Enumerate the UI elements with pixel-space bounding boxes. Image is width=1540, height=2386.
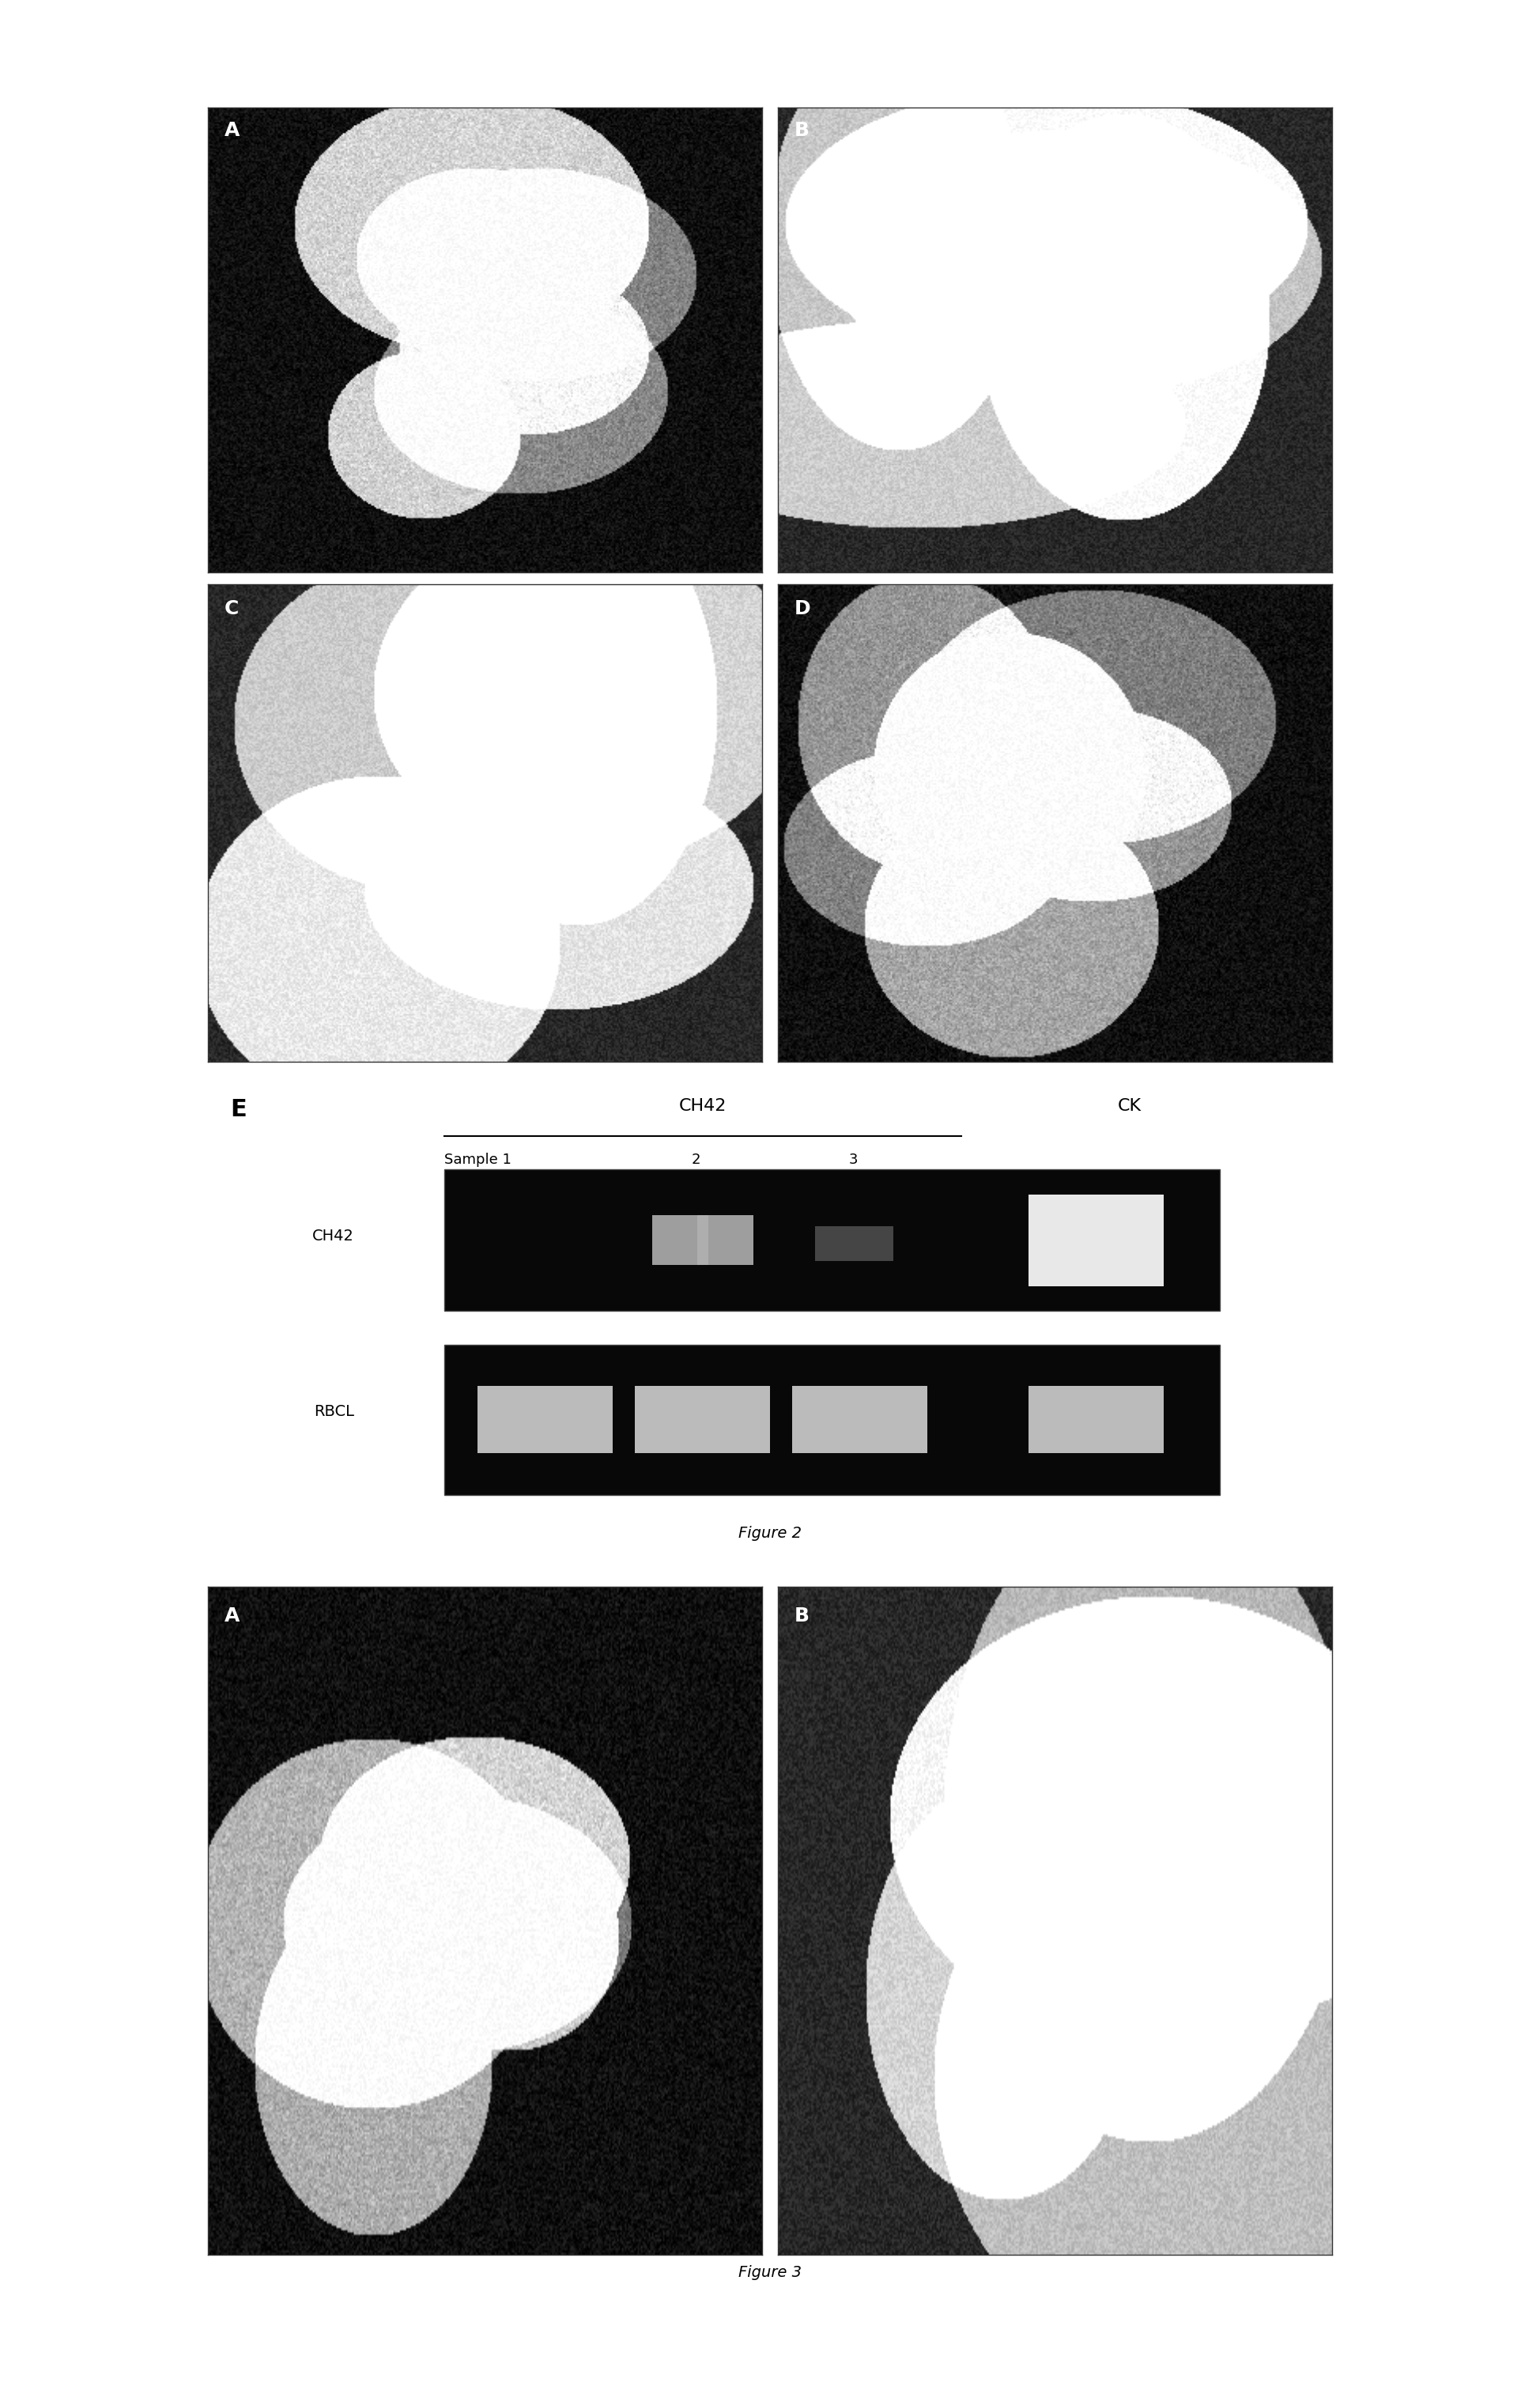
Bar [815,1226,893,1260]
Text: Figure 2: Figure 2 [738,1525,802,1541]
Text: CH42: CH42 [679,1098,727,1114]
Text: B: B [795,1606,810,1625]
Text: 3: 3 [849,1152,858,1167]
Bar [444,1169,1220,1310]
Text: Figure 3: Figure 3 [738,2264,802,2281]
Bar [634,1386,770,1453]
Text: E: E [231,1098,246,1121]
Text: 2: 2 [691,1152,701,1167]
Bar [477,1386,613,1453]
Text: RBCL: RBCL [314,1403,354,1420]
Text: B: B [795,122,810,141]
Bar [1029,1193,1164,1286]
Bar [444,1343,1220,1494]
Bar [793,1386,927,1453]
Bar [1029,1386,1164,1453]
Text: C: C [225,599,239,618]
Text: A: A [225,1606,240,1625]
Bar [651,1214,708,1265]
Text: Sample 1: Sample 1 [444,1152,511,1167]
Text: CK: CK [1118,1098,1141,1114]
Text: D: D [795,599,810,618]
Text: CH42: CH42 [313,1229,354,1243]
Bar [698,1214,753,1265]
Text: A: A [225,122,240,141]
